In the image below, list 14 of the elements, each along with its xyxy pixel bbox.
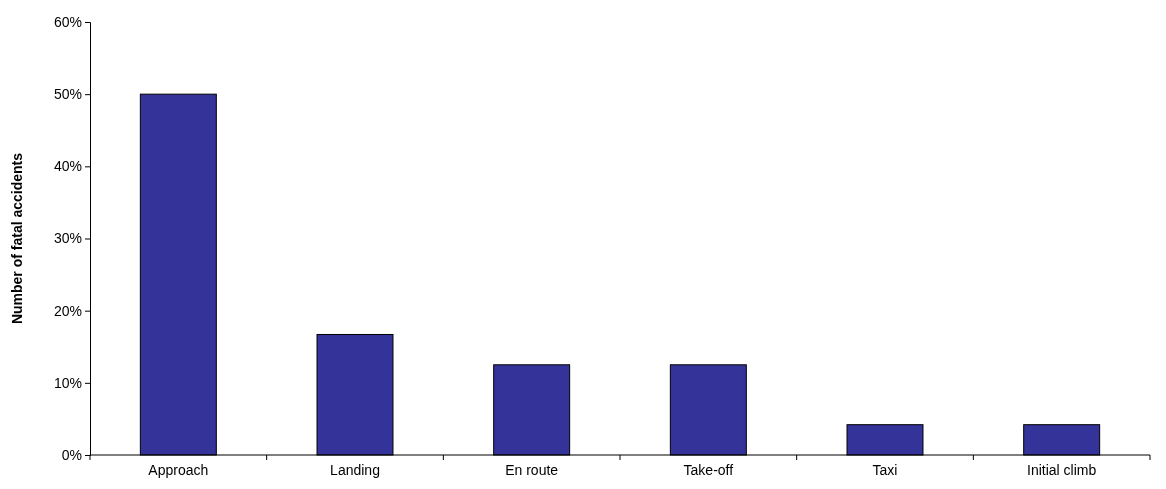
x-tick-label: Taxi bbox=[872, 461, 898, 478]
y-tick-label: 50% bbox=[53, 86, 82, 103]
x-tick-label: En route bbox=[505, 461, 559, 478]
x-tick-label: Landing bbox=[330, 461, 380, 478]
y-tick-label: 60% bbox=[53, 13, 82, 30]
x-tick-label: Initial climb bbox=[1027, 461, 1097, 478]
y-tick-label: 0% bbox=[61, 446, 82, 463]
y-tick-label: 20% bbox=[53, 302, 82, 319]
y-tick-label: 10% bbox=[53, 374, 82, 391]
y-tick-label: 30% bbox=[53, 230, 82, 247]
y-axis-title: Number of fatal accidents bbox=[9, 152, 25, 325]
y-tick-label: 40% bbox=[53, 158, 82, 175]
x-tick-label: Approach bbox=[148, 461, 209, 478]
x-tick-label: Take-off bbox=[683, 461, 734, 478]
